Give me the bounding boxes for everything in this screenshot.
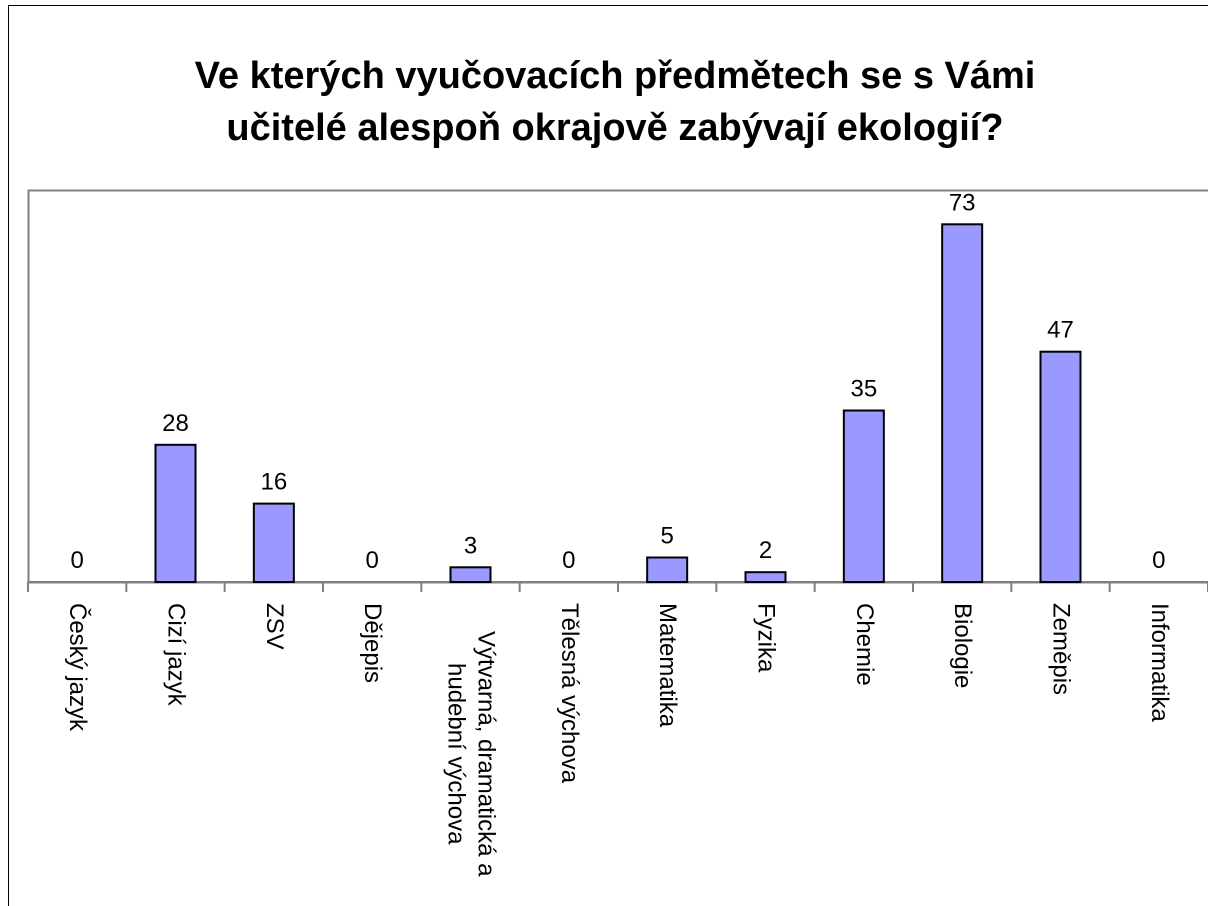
chart-border — [8, 5, 1208, 906]
bar — [941, 223, 984, 584]
bar — [646, 556, 689, 583]
bar — [1039, 350, 1082, 584]
x-tick-label: Informatika — [1145, 603, 1173, 722]
data-label: 0 — [365, 547, 378, 574]
data-label: 0 — [562, 547, 575, 574]
data-label: 35 — [850, 376, 877, 403]
x-tick-label: ZSV — [260, 603, 288, 650]
data-label: 2 — [759, 537, 772, 564]
data-label: 0 — [1152, 547, 1165, 574]
x-tick-label: Dějepis — [359, 603, 387, 684]
bar — [449, 566, 492, 583]
x-tick-label: Chemie — [850, 603, 878, 686]
x-tick-label: Tělesná výchova — [555, 603, 583, 784]
bar — [842, 409, 885, 583]
x-tick-label: Biologie — [949, 603, 977, 689]
bar — [252, 502, 295, 584]
bar — [744, 571, 787, 584]
data-label: 0 — [70, 547, 83, 574]
chart-title: učitelé alespoň okrajově zabývají ekolog… — [226, 107, 1003, 149]
x-tick-label: Matematika — [654, 603, 682, 728]
bar — [154, 443, 197, 583]
x-tick-label: Fyzika — [752, 603, 780, 673]
data-label: 47 — [1047, 317, 1074, 344]
chart-title: Ve kterých vyučovacích předmětech se s V… — [195, 55, 1036, 97]
x-tick-label: Zeměpis — [1047, 603, 1075, 696]
x-tick-label: Výtvarná, dramatická a hudební výchova — [442, 631, 500, 877]
data-label: 5 — [660, 523, 673, 550]
data-label: 3 — [464, 532, 477, 559]
x-tick-label: Český jazyk — [64, 603, 92, 732]
plot-frame — [27, 189, 1208, 584]
data-label: 28 — [162, 410, 189, 437]
data-label: 73 — [949, 189, 976, 216]
x-tick-label: Cizí jazyk — [162, 603, 190, 706]
data-label: 16 — [260, 469, 287, 496]
